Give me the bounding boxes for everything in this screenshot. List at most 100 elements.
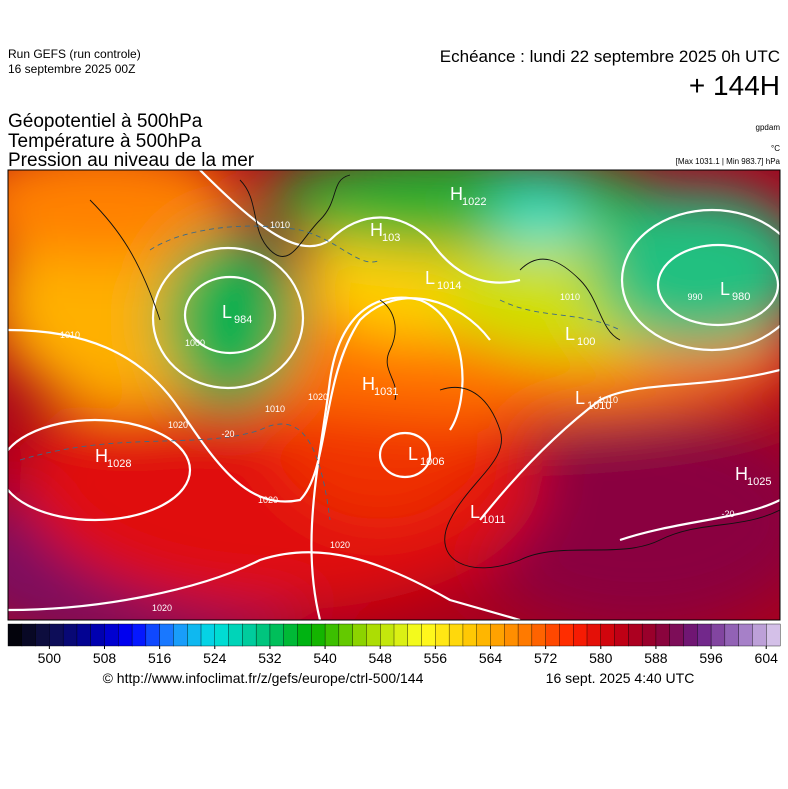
unit-1: gpdam [756,123,781,132]
isobar-label: 1020 [258,495,278,505]
isobar-label: 1000 [185,338,205,348]
center-value: 1010 [587,400,611,412]
colorbar-swatch [628,623,643,647]
pressure-center: H 1031 [362,374,398,398]
colorbar-tick-label: 556 [424,650,448,666]
pressure-center: L 100 [565,324,595,348]
colorbar-swatch [752,623,767,647]
colorbar-swatch [641,623,657,647]
center-type: L [470,502,480,522]
colorbar-swatch [490,623,505,647]
colorbar-swatch [448,623,464,647]
colorbar-swatch [421,623,436,647]
colorbar-swatch [655,623,671,647]
colorbar-swatch [614,623,629,647]
colorbar-tick-label: 572 [534,650,558,666]
colorbar-swatch [104,623,119,647]
isobar-label: 1010 [598,395,618,405]
center-value: 103 [382,232,400,244]
center-value: 1022 [462,196,486,208]
colorbar-tick-label: 548 [369,650,393,666]
center-value: 1025 [747,476,771,488]
pressure-center: H 1028 [95,446,131,470]
center-value: 1011 [482,514,506,526]
center-value: 1028 [107,458,131,470]
center-value: 100 [577,336,595,348]
colorbar-swatch [407,623,423,647]
unit-2: °C [771,144,780,153]
colorbar-swatch [586,623,602,647]
colorbar-swatch [710,623,726,647]
center-value: 1031 [374,386,398,398]
colorbar-swatch [545,623,560,647]
colorbar-swatch [311,623,326,647]
isobar-label: 1020 [308,392,328,402]
pressure-center: H 103 [370,220,400,244]
colorbar-tick-label: 588 [644,650,668,666]
title-2: Température à 500hPa [8,131,202,152]
colorbar-swatch [669,623,685,647]
pressure-center: L 1011 [470,502,506,526]
colorbar-swatch [49,623,64,647]
colorbar-tick-label: 508 [93,650,117,666]
colorbar-swatch [338,623,354,647]
center-type: L [575,388,585,408]
center-type: H [370,220,383,240]
colorbar-tick-label: 540 [313,650,337,666]
colorbar-swatch [724,623,740,647]
colorbar-swatch [559,623,574,647]
colorbar-tick-label: 524 [203,650,227,666]
center-value: 980 [732,291,750,303]
pressure-center: L 980 [720,279,750,303]
colorbar-swatch [90,623,106,647]
center-type: L [565,324,575,344]
colorbar-swatch [62,623,78,647]
colorbar-swatch [255,623,271,647]
run-date: 16 septembre 2025 00Z [8,62,135,76]
isobar-label: 1020 [330,540,350,550]
center-type: L [222,302,232,322]
colorbar-tick-label: 516 [148,650,172,666]
colorbar-swatch [766,623,781,647]
isobar-label: 1010 [60,330,80,340]
center-value: 1014 [437,280,461,292]
map-frame [7,169,781,621]
center-type: L [720,279,730,299]
colorbar-swatch [131,623,147,647]
colorbar-swatch [573,623,588,647]
colorbar-swatch [173,623,188,647]
colorbar-tick-label: 596 [699,650,723,666]
pressure-center: L 1006 [408,444,444,468]
isobar-label: -20 [721,509,734,519]
center-type: L [408,444,418,464]
isobar-label: 1010 [560,292,580,302]
colorbar-swatch [35,623,50,647]
temperature-contours [19,225,621,521]
colorbar-swatch [187,623,202,647]
colorbar-swatch [159,623,174,647]
colorbar-swatch [228,623,243,647]
colorbar-swatch [21,623,37,647]
colorbar-tick-label: 500 [38,650,62,666]
center-type: L [425,268,435,288]
isobars [8,170,780,620]
center-type: H [362,374,375,394]
pressure-center: L 984 [222,302,252,326]
colorbar-tick-label: 532 [258,650,282,666]
source: © http://www.infoclimat.fr/z/gefs/europe… [103,670,424,686]
colorbar-swatch [366,623,381,647]
isobar-label: 1010 [270,220,290,230]
lead-time: + 144H [689,70,780,101]
colorbar-tick-label: 604 [755,650,779,666]
colorbar-swatch [683,623,698,647]
pressure-center: H 1025 [735,464,771,488]
isobar-label: 1020 [152,603,172,613]
colorbar-swatch [517,623,533,647]
colorbar-swatch [242,623,257,647]
center-type: H [450,184,463,204]
run-name: Run GEFS (run controle) [8,47,141,61]
colorbar: 500 508 516 524 532 540 548 556 564 572 580 588 596 6… [7,623,781,666]
colorbar-swatch [200,623,216,647]
